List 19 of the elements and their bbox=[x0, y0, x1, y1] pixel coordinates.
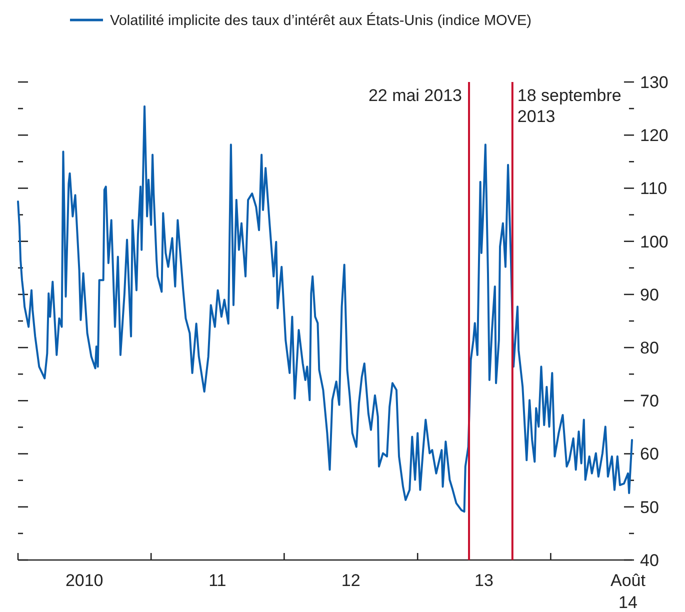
y-tick-label: 60 bbox=[640, 444, 659, 464]
x-tick-label: 12 bbox=[341, 571, 360, 590]
ref-line-label: 18 septembre 2013 bbox=[517, 86, 622, 126]
y-tick-label: 90 bbox=[640, 285, 659, 304]
y-tick-label: 80 bbox=[640, 338, 659, 358]
x-tick-label: Août 14 bbox=[610, 571, 646, 612]
y-tick-label: 130 bbox=[640, 72, 668, 92]
x-tick-label: 2010 bbox=[65, 571, 104, 590]
y-tick-label: 70 bbox=[640, 392, 659, 411]
legend-label: Volatilité implicite des taux d’intérêt aux États-Unis (indice MOVE) bbox=[110, 12, 532, 30]
x-tick-label: 13 bbox=[474, 571, 494, 590]
y-tick-label: 100 bbox=[640, 232, 668, 252]
line-series bbox=[17, 105, 633, 513]
x-tick-label: 11 bbox=[208, 571, 226, 590]
y-tick-label: 120 bbox=[640, 126, 668, 146]
y-tick-label: 40 bbox=[640, 550, 659, 570]
ref-line-label: 22 mai 2013 bbox=[368, 86, 462, 105]
y-tick-label: 110 bbox=[640, 179, 668, 198]
y-tick-label: 50 bbox=[640, 498, 659, 517]
